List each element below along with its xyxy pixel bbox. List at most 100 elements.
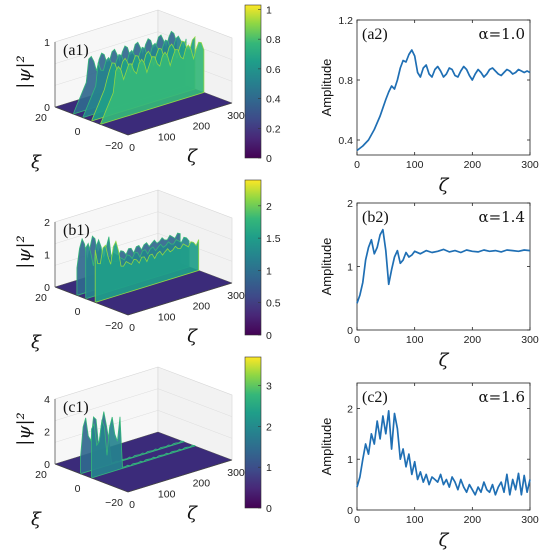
series-line xyxy=(356,410,531,496)
series-line xyxy=(356,228,531,304)
colorbar-tick-label: 0.4 xyxy=(266,94,281,106)
xi-tick-label: 20 xyxy=(35,292,47,304)
xi-axis-line xyxy=(54,463,129,493)
colorbar-tick-label: 0.8 xyxy=(266,34,281,46)
zeta-axis-line xyxy=(127,102,233,136)
y-axis-label: Amplitude xyxy=(319,418,334,476)
zeta-tick-label: 200 xyxy=(193,478,211,490)
y-tick-label: 0.4 xyxy=(338,135,353,147)
x-tick-label: 100 xyxy=(406,514,424,526)
z-axis-label: |ψ|² xyxy=(14,55,35,88)
panel-label: (c2) xyxy=(362,389,388,406)
zeta-tick-label: 100 xyxy=(158,131,176,143)
colorbar xyxy=(244,356,262,509)
y-tick-label: 0 xyxy=(347,325,353,337)
z-tick-label: 0 xyxy=(44,102,50,114)
colorbar-tick-label: 1.5 xyxy=(266,233,281,245)
x-tick-label: 200 xyxy=(464,159,482,171)
colorbar xyxy=(244,4,262,159)
surface-ridge xyxy=(99,41,205,126)
y-tick-label: 2 xyxy=(347,403,353,415)
zeta-tick-label: 0 xyxy=(129,142,135,154)
x-axis-label: ζ xyxy=(439,530,450,551)
y-axis-label: Amplitude xyxy=(319,59,334,117)
zeta-axis-label: ζ xyxy=(187,503,198,524)
z-tick-label: 0 xyxy=(44,459,50,471)
xi-tick-label: 0 xyxy=(75,126,81,138)
grid-line xyxy=(157,388,233,417)
y-tick-label: 0 xyxy=(347,505,353,517)
x-axis-label: ζ xyxy=(439,175,450,196)
x-tick-label: 300 xyxy=(521,159,539,171)
x-tick-label: 200 xyxy=(464,514,482,526)
xi-axis-label: ξ xyxy=(31,509,42,530)
y-tick-label: 1 xyxy=(347,454,353,466)
y-axis-label: Amplitude xyxy=(319,238,334,296)
xi-tick-label: −20 xyxy=(105,320,123,332)
panel-label: (b1) xyxy=(63,222,90,239)
xi-axis-line xyxy=(54,286,129,316)
zeta-tick-label: 300 xyxy=(227,110,245,122)
x-axis-label: ζ xyxy=(439,350,450,371)
colorbar-tick-label: 2 xyxy=(266,201,272,213)
x-tick-label: 100 xyxy=(406,159,424,171)
colorbar-tick-label: 0.6 xyxy=(266,64,281,76)
panel-label: (b2) xyxy=(362,209,389,226)
zeta-axis-label: ζ xyxy=(187,146,198,167)
colorbar-tick-label: 1 xyxy=(266,462,272,474)
xi-tick-label: 20 xyxy=(35,112,47,124)
zeta-tick-label: 100 xyxy=(158,311,176,323)
x-tick-label: 300 xyxy=(521,514,539,526)
zeta-tick-label: 300 xyxy=(227,467,245,479)
z-axis-label: |ψ|² xyxy=(14,412,35,445)
parameter-annotation: α=1.0 xyxy=(478,25,525,43)
z-tick-label: 2 xyxy=(44,427,50,439)
x-tick-label: 300 xyxy=(521,334,539,346)
xi-axis-label: ξ xyxy=(31,152,42,173)
y-tick-label: 2 xyxy=(347,198,353,210)
xi-tick-label: −20 xyxy=(105,497,123,509)
zeta-tick-label: 0 xyxy=(129,499,135,511)
plot-frame xyxy=(356,382,531,511)
grid-line xyxy=(157,410,233,439)
z-tick-label: 4 xyxy=(44,394,50,406)
zeta-axis-line xyxy=(127,282,233,316)
x-tick-label: 200 xyxy=(464,334,482,346)
z-tick-label: 2 xyxy=(44,217,50,229)
colorbar-tick-label: 1 xyxy=(266,4,272,16)
grid-line xyxy=(54,31,159,64)
colorbar-tick-label: 3 xyxy=(266,381,272,393)
panel-label: (c1) xyxy=(63,399,89,416)
colorbar-tick-label: 0 xyxy=(266,503,272,515)
xi-tick-label: 0 xyxy=(75,483,81,495)
series-line xyxy=(356,49,531,152)
x-tick-label: 100 xyxy=(406,334,424,346)
xi-axis-line xyxy=(54,106,129,136)
zeta-tick-label: 0 xyxy=(129,322,135,334)
zeta-tick-label: 100 xyxy=(158,488,176,500)
zeta-tick-label: 300 xyxy=(227,290,245,302)
z-tick-label: 1 xyxy=(44,250,50,262)
colorbar-tick-label: 0 xyxy=(266,330,272,342)
zeta-tick-label: 200 xyxy=(193,301,211,313)
surface-ridge xyxy=(91,416,196,479)
z-tick-label: 0 xyxy=(44,282,50,294)
x-tick-label: 0 xyxy=(354,159,360,171)
line-chart-1: 0 100 200 300 0.4 0.8 1.2 (a2) α=1.0 Amplitude ζ xyxy=(319,15,539,196)
x-tick-label: 0 xyxy=(354,514,360,526)
zeta-tick-label: 200 xyxy=(193,121,211,133)
y-tick-label: 1.2 xyxy=(338,15,353,27)
colorbar-tick-label: 0 xyxy=(266,153,272,165)
zeta-axis-line xyxy=(127,459,233,493)
y-tick-label: 1 xyxy=(347,262,353,274)
colorbar-tick-label: 0.5 xyxy=(266,298,281,310)
y-tick-label: 0.8 xyxy=(338,75,353,87)
colorbar xyxy=(244,179,262,336)
colorbar-tick-label: 1 xyxy=(266,265,272,277)
zeta-axis-label: ζ xyxy=(187,326,198,347)
line-chart-3: 0 100 200 300 0 1 2 (c2) α=1.6 Amplitude ζ xyxy=(319,382,539,551)
panel-label: (a1) xyxy=(63,42,89,59)
